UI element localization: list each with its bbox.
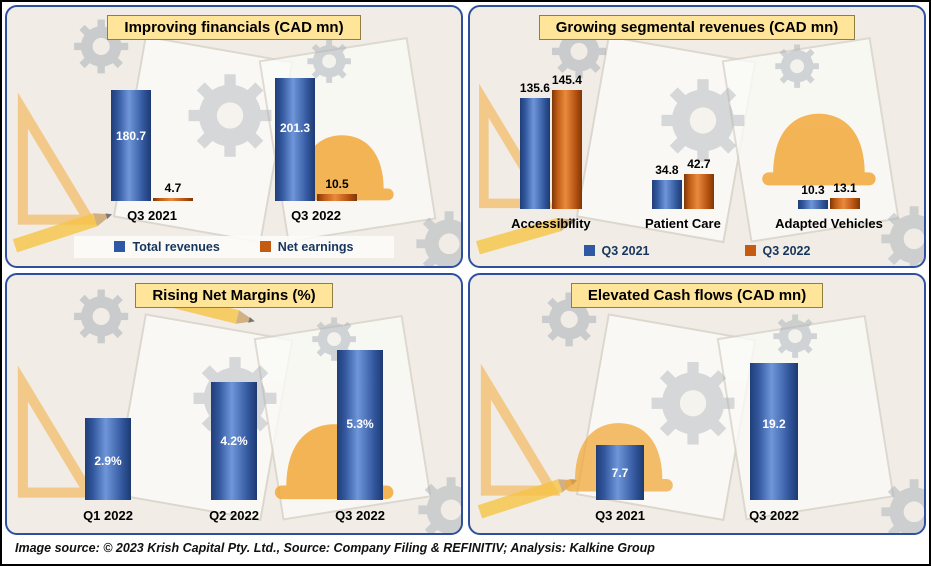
legend-item: Q3 2022 [744, 243, 811, 258]
value-label: 201.3 [279, 120, 311, 135]
legend-swatch-blue [583, 245, 595, 256]
legend-item: Total revenues [114, 239, 220, 254]
orange-bar: 4.7 [153, 182, 193, 201]
bar-stack: 7.7 [596, 350, 644, 500]
bar-stack: 34.8 42.7 [651, 87, 714, 209]
legend-label: Q3 2021 [601, 243, 650, 258]
blue-bar: 7.7 [596, 445, 644, 500]
bar-stack: 10.3 13.1 [797, 87, 860, 209]
category-label: Accessibility [511, 216, 591, 231]
source-attribution: Image source: © 2023 Krish Capital Pty. … [5, 535, 926, 561]
chart-title: Rising Net Margins (%) [135, 282, 333, 308]
value-label: 13.1 [833, 180, 857, 195]
legend-label: Total revenues [132, 239, 220, 254]
blue-bar: 201.3 [275, 77, 315, 201]
chart-grid: Improving financials (CAD mn) 180.7 4.7 Q3… [5, 5, 926, 535]
bar-stack: 2.9% [85, 342, 131, 500]
value-label: 135.6 [519, 81, 550, 96]
orange-bar: 10.5 [317, 178, 357, 201]
blue-bar: 135.6 [520, 82, 550, 209]
value-label: 19.2 [762, 416, 786, 431]
bar-stack: 4.2% [211, 342, 257, 500]
orange-bar: 13.1 [829, 182, 860, 209]
bar-group: 4.2% Q2 2022 [209, 342, 259, 527]
category-label: Q3 2022 [291, 208, 341, 223]
bar-group: 180.7 4.7 Q3 2021 [111, 73, 193, 228]
bar-stack: 5.3% [337, 342, 383, 500]
bar-chart-plot: 2.9% Q1 2022 4.2% Q2 2022 5.3% Q3 2022 [15, 342, 453, 527]
category-label: Q2 2022 [209, 507, 259, 523]
panel-improving-financials: Improving financials (CAD mn) 180.7 4.7 Q3… [5, 5, 463, 268]
category-label: Q3 2022 [749, 507, 799, 523]
panel-elevated-cash-flows: Elevated Cash flows (CAD mn) 7.7 Q3 2021 1… [468, 272, 926, 535]
gear-icon [74, 289, 129, 343]
bar-stack: 135.6 145.4 [520, 74, 582, 209]
bar-group: 5.3% Q3 2022 [335, 342, 385, 527]
legend-swatch-blue [114, 241, 126, 252]
bar-group: 201.3 10.5 Q3 2022 [275, 73, 357, 228]
blue-bar: 19.2 [750, 362, 798, 500]
chart-title: Improving financials (CAD mn) [107, 15, 361, 40]
category-label: Adapted Vehicles [775, 216, 883, 231]
blue-bar: 180.7 [111, 90, 151, 201]
chart-title: Elevated Cash flows (CAD mn) [570, 282, 824, 308]
blue-bar: 4.2% [211, 381, 257, 500]
category-label: Q1 2022 [83, 507, 133, 523]
panel-growing-segmental-revenues: Growing segmental revenues (CAD mn) 135.… [468, 5, 926, 268]
chart-legend: Total revenues Net earnings [74, 235, 394, 258]
bar-group: 135.6 145.4 Accessibility [511, 74, 591, 236]
blue-bar: 34.8 [651, 164, 682, 209]
value-label: 145.4 [551, 73, 582, 88]
blue-bar: 2.9% [85, 418, 131, 500]
bar-stack: 180.7 4.7 [111, 73, 193, 201]
blue-bar: 5.3% [337, 350, 383, 500]
legend-item: Q3 2021 [583, 243, 650, 258]
value-label: 34.8 [655, 163, 679, 178]
legend-swatch-orange [259, 241, 271, 252]
bar-group: 19.2 Q3 2022 [749, 350, 799, 527]
legend-swatch-orange [744, 245, 756, 256]
blue-bar: 10.3 [797, 184, 828, 209]
legend-label: Q3 2022 [762, 243, 811, 258]
bar-group: 34.8 42.7 Patient Care [645, 87, 721, 236]
value-label: 10.3 [801, 183, 825, 198]
bar-group: 7.7 Q3 2021 [595, 350, 645, 527]
bar-stack: 19.2 [750, 350, 798, 500]
bar-chart-plot: 180.7 4.7 Q3 2021 201.3 10.5 Q3 2022 [15, 73, 453, 228]
category-label: Q3 2022 [335, 507, 385, 523]
category-label: Patient Care [644, 216, 721, 231]
gear-icon [775, 44, 819, 88]
value-label: 5.3% [346, 416, 374, 431]
value-label: 42.7 [687, 156, 711, 171]
value-label: 2.9% [94, 454, 122, 468]
orange-bar: 42.7 [683, 158, 714, 209]
legend-label: Net earnings [277, 239, 354, 254]
bar-group: 2.9% Q1 2022 [83, 342, 133, 527]
bar-chart-plot: 7.7 Q3 2021 19.2 Q3 2022 [478, 350, 916, 527]
orange-bar: 145.4 [552, 74, 582, 209]
value-label: 7.7 [611, 466, 629, 480]
panel-rising-net-margins: Rising Net Margins (%) 2.9% Q1 2022 4.2% Q2… [5, 272, 463, 535]
legend-item: Net earnings [259, 239, 354, 254]
bar-chart-plot: 135.6 145.4 Accessibility 34.8 42.7 Patient C… [478, 74, 916, 236]
value-label: 10.5 [325, 177, 349, 192]
value-label: 4.2% [220, 433, 248, 448]
bar-stack: 201.3 10.5 [275, 73, 357, 201]
chart-title: Growing segmental revenues (CAD mn) [538, 15, 856, 40]
category-label: Q3 2021 [595, 507, 645, 523]
bar-group: 10.3 13.1 Adapted Vehicles [775, 87, 883, 236]
category-label: Q3 2021 [127, 208, 177, 223]
value-label: 180.7 [115, 129, 147, 143]
value-label: 4.7 [164, 180, 182, 195]
chart-legend: Q3 2021 Q3 2022 [583, 243, 811, 258]
